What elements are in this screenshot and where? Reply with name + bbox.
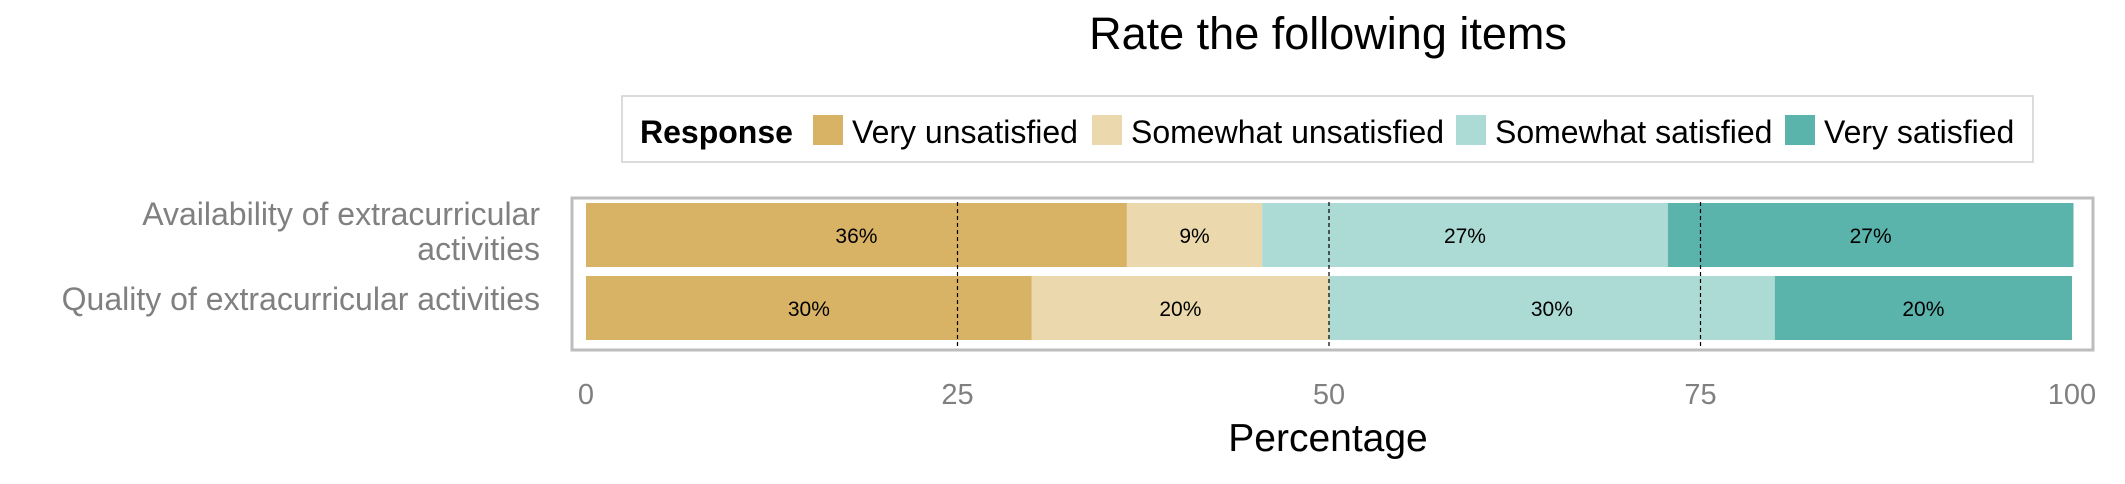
bar-data-label: 30% xyxy=(1531,298,1573,321)
x-tick-label: 50 xyxy=(1313,379,1345,411)
legend-item-label: Very satisfied xyxy=(1824,114,2014,150)
bar-data-label: 20% xyxy=(1159,298,1201,321)
legend-item-label: Very unsatisfied xyxy=(852,114,1078,150)
category-label: activities xyxy=(417,231,540,267)
bar-data-label: 27% xyxy=(1444,225,1486,248)
x-tick-label: 0 xyxy=(578,379,594,411)
legend-items: Very unsatisfied Somewhat unsatisfied Some… xyxy=(813,114,2014,150)
legend-swatch xyxy=(1456,115,1486,145)
x-tick-label: 100 xyxy=(2048,379,2096,411)
legend-item-label: Somewhat unsatisfied xyxy=(1131,114,1444,150)
bar-data-label: 36% xyxy=(835,225,877,248)
legend: Response Very unsatisfied Somewhat unsati… xyxy=(621,95,2034,163)
bar-data-label: 27% xyxy=(1850,225,1892,248)
bar-segment xyxy=(586,203,1127,267)
category-label: Quality of extracurricular activities xyxy=(62,281,540,317)
legend-item-label: Somewhat satisfied xyxy=(1495,114,1772,150)
bar-data-label: 20% xyxy=(1902,298,1944,321)
legend-swatch xyxy=(1785,115,1815,145)
panel-border xyxy=(570,196,2095,352)
x-axis-label: Percentage xyxy=(1228,417,1427,460)
bar-data-label: 30% xyxy=(788,298,830,321)
bar-segment xyxy=(1126,203,1263,267)
legend-title: Response xyxy=(640,114,793,150)
bar-segment xyxy=(1667,203,2074,267)
x-tick-label: 25 xyxy=(941,379,973,411)
plot-area: 36% 9% 27% 27% 30% 20% 30% 20% Availability of e… xyxy=(62,196,2097,411)
legend-swatch xyxy=(813,115,843,145)
legend-swatch xyxy=(1092,115,1122,145)
chart-title: Rate the following items xyxy=(1089,8,1567,59)
bar-data-label: 9% xyxy=(1179,225,1209,248)
bar-segment xyxy=(1774,276,2072,340)
x-tick-label: 75 xyxy=(1684,379,1716,411)
bar-segment xyxy=(1262,203,1668,267)
category-label: Availability of extracurricular xyxy=(142,196,540,232)
bar-segment xyxy=(1031,276,1329,340)
